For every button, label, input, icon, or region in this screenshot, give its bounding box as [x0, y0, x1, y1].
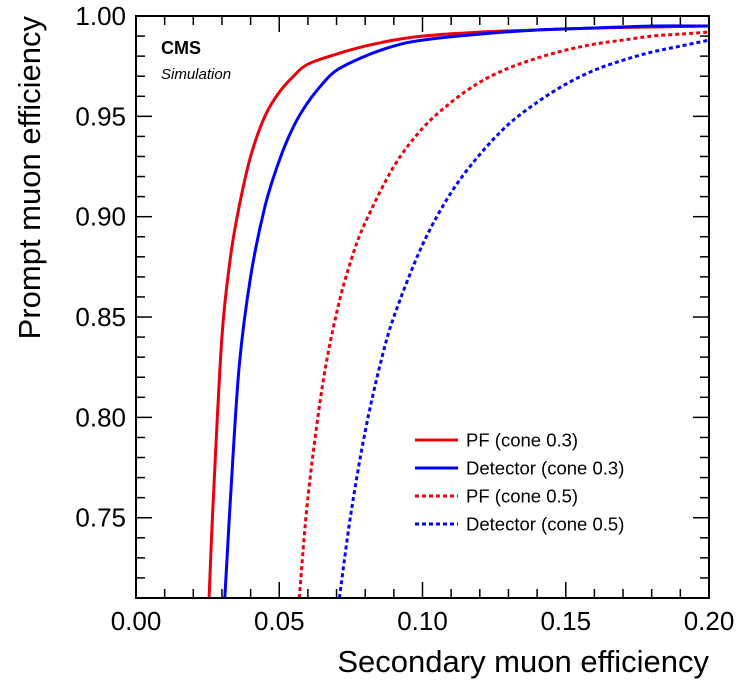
legend-label-3: PF (cone 0.5): [466, 486, 578, 507]
tick-labels: 0.00 0.05 0.10 0.15 0.20 0.75 0.80 0.85 0.90 0.95…: [75, 1, 734, 636]
y-tick-label: 0.90: [75, 202, 126, 232]
x-axis-title: Secondary muon efficiency: [337, 644, 709, 679]
series-line-3: [297, 30, 710, 599]
legend-label-2: Detector (cone 0.3): [466, 458, 624, 479]
series-line-4: [337, 38, 710, 599]
legend-label-4: Detector (cone 0.5): [466, 514, 624, 535]
y-tick-label: 0.85: [75, 302, 126, 332]
x-tick-label: 0.15: [540, 606, 591, 636]
x-tick-label: 0.10: [397, 606, 448, 636]
x-tick-label: 0.20: [684, 606, 735, 636]
y-tick-label: 0.75: [75, 503, 126, 533]
legend-label-1: PF (cone 0.3): [466, 430, 578, 451]
x-tick-label: 0.05: [254, 606, 305, 636]
y-tick-label: 1.00: [75, 1, 126, 31]
axis-ticks: [135, 15, 710, 599]
y-axis-title: Prompt muon efficiency: [12, 16, 47, 340]
simulation-label: Simulation: [161, 66, 231, 83]
y-tick-label: 0.80: [75, 402, 126, 432]
cms-label: CMS: [161, 38, 201, 58]
legend: PF (cone 0.3) Detector (cone 0.3) PF (cone…: [415, 430, 624, 535]
y-tick-label: 0.95: [75, 101, 126, 131]
x-tick-label: 0.00: [111, 606, 162, 636]
series-curves: [207, 24, 710, 599]
series-line-2: [223, 24, 710, 599]
